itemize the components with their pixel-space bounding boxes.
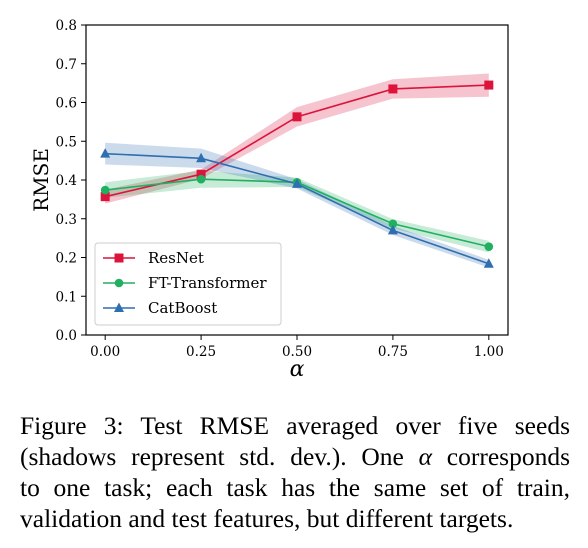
catboost-point [196,152,207,163]
y-tick-label: 0.1 [56,289,77,305]
rmse-line-chart: 0.0 0.1 0.2 0.3 0.4 0.5 0.6 0.7 0.8 0.00 0.25 0.50… [29,18,509,382]
legend-box [94,242,282,326]
legend-resnet-label: ResNet [148,249,204,267]
y-tick-label: 0.5 [56,134,77,150]
x-tick-label: 0.25 [186,344,216,360]
x-tick-label: 0.50 [282,344,312,360]
legend-catboost-marker [114,302,124,312]
resnet-point [292,112,302,122]
x-axis-ticks: 0.00 0.25 0.50 0.75 1.00 [90,335,504,360]
caption-line-2-end: corresponds [432,442,570,471]
figure-caption: Figure 3: Test RMSE averaged over five s… [20,410,570,534]
legend: ResNet FT-Transformer CatBoost [94,242,282,326]
legend-resnet-marker [114,253,124,263]
y-axis-ticks: 0.0 0.1 0.2 0.3 0.4 0.5 0.6 0.7 0.8 [56,18,86,344]
caption-line-1: Figure 3: Test RMSE averaged over five s… [20,411,570,440]
caption-line-4: validation and test features, but differ… [20,504,514,533]
catboost-point [483,258,494,268]
caption-line-2: (shadows represent std. dev.). One α cor… [20,441,570,472]
ft-transformer-point [388,219,398,229]
catboost-point [292,178,302,188]
legend-catboost-label: CatBoost [148,299,217,317]
ft-transformer-point [196,174,206,184]
y-tick-label: 0.4 [56,173,77,189]
ft-transformer-point [484,242,494,251]
x-tick-label: 0.00 [90,344,120,360]
ft-transformer-std-band [105,170,489,253]
x-axis-label: α [290,357,305,382]
std-bands [105,73,489,268]
caption-line-3: to one task; each task has the same set … [20,473,570,502]
resnet-point [196,169,206,179]
catboost-point [387,224,398,235]
y-axis-label: RMSE [29,148,53,212]
y-tick-label: 0.0 [56,328,77,344]
caption-alpha-symbol: α [418,442,433,471]
y-tick-label: 0.7 [56,57,77,73]
y-tick-label: 0.3 [56,212,77,228]
legend-ft-transformer-label: FT-Transformer [148,274,267,292]
y-tick-label: 0.8 [56,18,77,34]
resnet-point [484,80,494,90]
x-tick-label: 1.00 [474,344,504,360]
ft-transformer-point [100,185,110,195]
series-markers [100,80,494,268]
y-tick-label: 0.2 [56,251,77,267]
x-tick-label: 0.75 [378,344,408,360]
catboost-point [100,148,111,158]
legend-ft-transformer-marker [114,278,124,288]
y-tick-label: 0.6 [56,96,77,112]
caption-line-2-start: (shadows represent std. dev.). One [20,442,419,471]
resnet-point [100,192,110,202]
resnet-point [388,84,398,94]
